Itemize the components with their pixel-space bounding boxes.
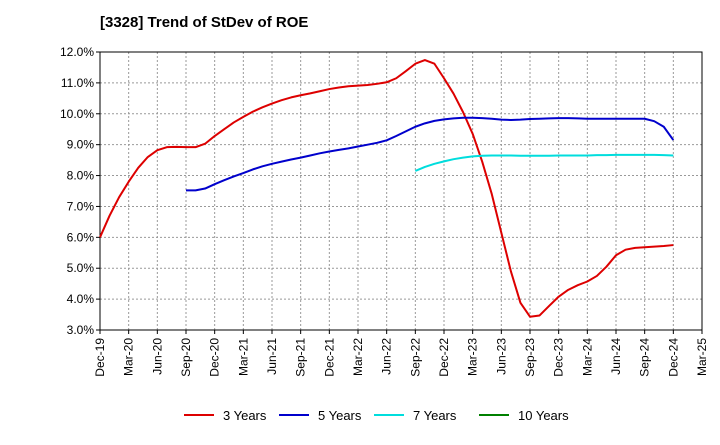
x-tick-label: Dec-19 — [93, 338, 107, 377]
series-line-3-years — [99, 59, 674, 318]
y-tick-label: 5.0% — [67, 261, 95, 275]
x-tick-label: Mar-22 — [351, 338, 365, 376]
series-line-7-years — [414, 153, 674, 172]
x-tick-label: Jun-22 — [380, 338, 394, 375]
axis-layer: 3.0% 4.0% 5.0% 6.0% 7.0% 8.0% 9.0% 10.0% 11.0% 12… — [60, 45, 709, 377]
chart-title: [3328] Trend of StDev of ROE — [100, 14, 309, 31]
y-tick-label: 8.0% — [67, 169, 95, 183]
legend-layer: 3 Years 5 Years 7 Years 10 Years — [184, 408, 569, 423]
y-tick-label: 4.0% — [67, 292, 95, 306]
x-tick-label: Dec-24 — [666, 338, 680, 377]
series-layer — [99, 59, 675, 318]
x-tick-label: Sep-22 — [408, 338, 422, 377]
y-tick-label: 11.0% — [61, 76, 94, 90]
x-tick-label: Jun-23 — [494, 338, 508, 375]
x-tick-label: Dec-22 — [437, 338, 451, 377]
legend-label-3-years: 3 Years — [223, 408, 267, 423]
y-tick-label: 3.0% — [67, 323, 95, 337]
x-tick-label: Mar-25 — [695, 338, 709, 376]
x-tick-label: Mar-24 — [580, 338, 594, 376]
x-tick-label: Sep-21 — [294, 338, 308, 377]
y-tick-label: 10.0% — [60, 107, 94, 121]
x-tick-label: Mar-21 — [236, 338, 250, 376]
series-line-5-years — [186, 116, 675, 192]
y-tick-label: 7.0% — [67, 199, 95, 213]
legend-label-5-years: 5 Years — [318, 408, 362, 423]
legend-label-7-years: 7 Years — [413, 408, 457, 423]
x-tick-label: Dec-21 — [322, 338, 336, 377]
x-tick-label: Sep-20 — [179, 338, 193, 377]
x-tick-label: Dec-20 — [208, 338, 222, 377]
x-tick-label: Jun-24 — [609, 338, 623, 375]
y-tick-label: 9.0% — [67, 138, 95, 152]
y-tick-label: 12.0% — [60, 45, 94, 59]
x-tick-label: Jun-21 — [265, 338, 279, 375]
x-tick-label: Sep-24 — [638, 338, 652, 377]
plot-frame — [99, 51, 703, 331]
x-tick-label: Mar-20 — [122, 338, 136, 376]
x-tick-label: Mar-23 — [466, 338, 480, 376]
y-tick-label: 6.0% — [67, 230, 95, 244]
x-tick-label: Sep-23 — [523, 338, 537, 377]
x-tick-label: Jun-20 — [150, 338, 164, 375]
x-tick-label: Dec-23 — [552, 338, 566, 377]
legend-label-10-years: 10 Years — [518, 408, 569, 423]
